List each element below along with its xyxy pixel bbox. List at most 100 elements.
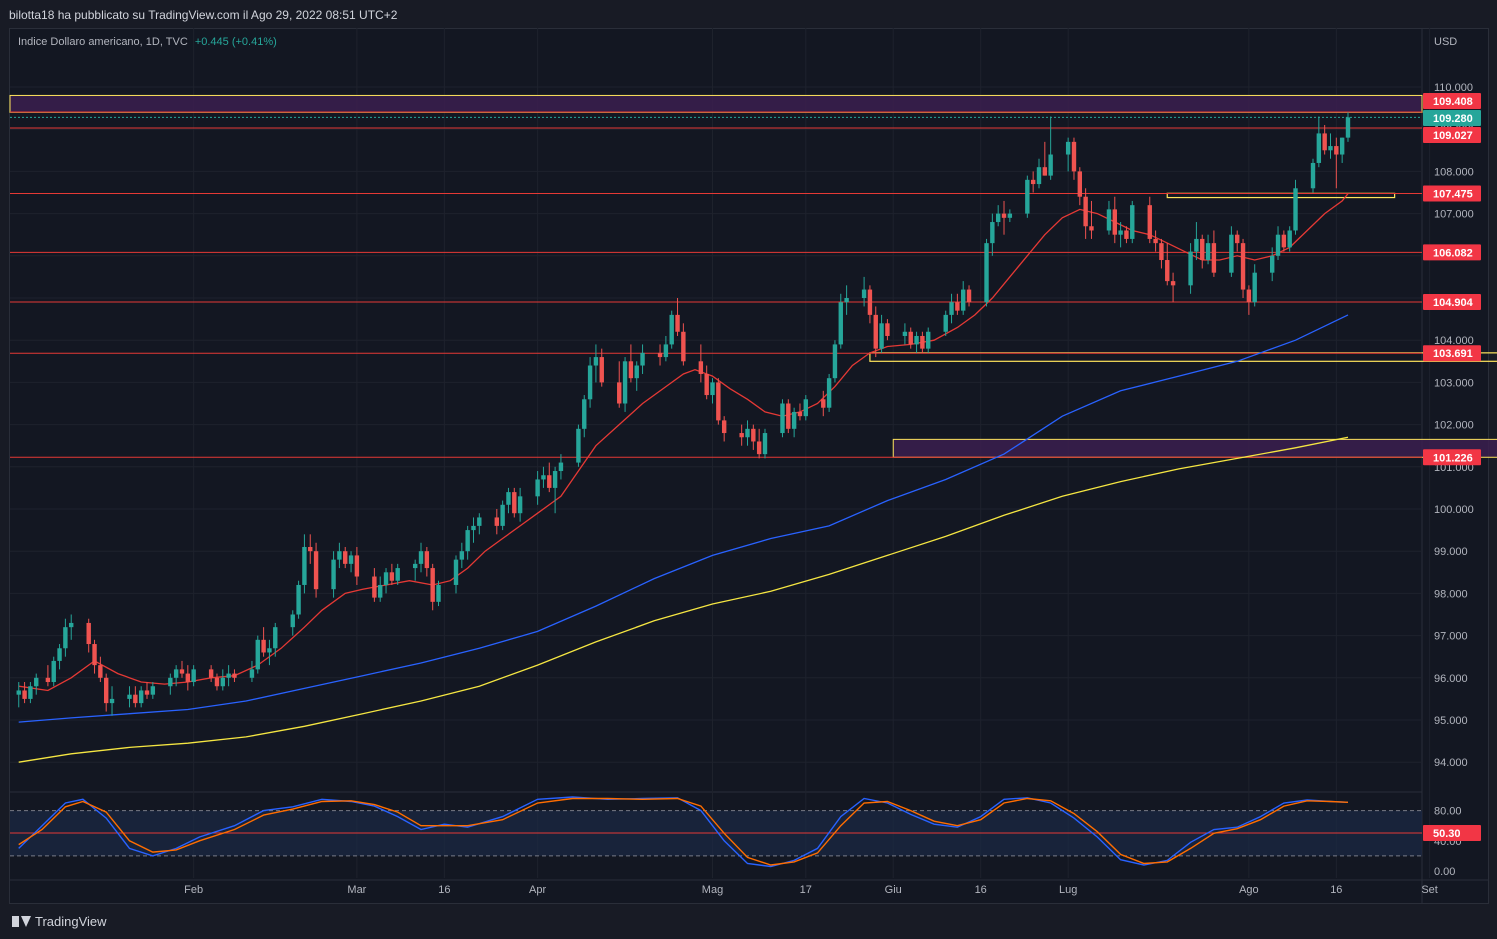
candle-body — [418, 551, 424, 564]
candle-body — [1328, 146, 1333, 151]
time-tick-label: 16 — [438, 884, 450, 896]
candle-body — [1071, 141, 1077, 172]
candle-body — [879, 323, 884, 349]
candle-body — [1124, 230, 1129, 239]
candle-body — [1170, 281, 1176, 286]
time-tick-label: 16 — [975, 884, 987, 896]
price-badge-label: 106.082 — [1433, 247, 1473, 259]
candle-body — [424, 551, 430, 569]
candle-body — [1188, 251, 1193, 286]
candle-body — [1194, 238, 1199, 252]
price-tick-label: 94.000 — [1434, 757, 1468, 769]
candle-body — [453, 559, 459, 585]
candle-body — [663, 344, 669, 358]
price-badge — [1423, 294, 1481, 311]
candle-body — [1334, 146, 1339, 155]
candle-body — [86, 622, 91, 645]
price-tick-label: 95.000 — [1434, 715, 1468, 727]
candle-body — [949, 302, 954, 315]
candle-body — [552, 471, 558, 488]
symbol-legend: Indice Dollaro americano, 1D, TVC +0.445… — [18, 36, 277, 48]
chart-frame[interactable] — [9, 28, 1489, 904]
candle-body — [762, 433, 768, 455]
time-tick-label: 17 — [800, 884, 812, 896]
candle-body — [1025, 179, 1030, 214]
candle-body — [290, 614, 295, 628]
tradingview-brand[interactable]: TradingView — [12, 914, 107, 929]
price-tick-label: 103.000 — [1434, 377, 1474, 389]
candle-body — [1042, 167, 1048, 176]
brand-label: TradingView — [35, 914, 107, 929]
candle-body — [214, 677, 220, 687]
candle-body — [22, 690, 27, 699]
candle-body — [395, 568, 400, 581]
candle-body — [908, 331, 913, 345]
candle-body — [582, 399, 587, 429]
candle-body — [1229, 234, 1234, 273]
price-tick-label: 96.000 — [1434, 673, 1468, 685]
candle-body — [383, 572, 389, 585]
price-tick-label: 108.000 — [1434, 166, 1474, 178]
candle-body — [220, 677, 225, 687]
candle-body — [1089, 226, 1094, 231]
candle-body — [821, 399, 826, 408]
candle-body — [459, 551, 465, 560]
candle-body — [1345, 117, 1351, 138]
price-badge-label: 50.30 — [1433, 828, 1461, 840]
candle-body — [477, 517, 482, 526]
candle-body — [984, 243, 989, 303]
time-tick-label: Ago — [1239, 884, 1259, 896]
resistance-zone — [9, 94, 1423, 113]
candle-body — [681, 331, 686, 362]
candle-body — [57, 648, 62, 661]
price-tick-label: 110.000 — [1434, 82, 1473, 94]
candle-body — [191, 669, 196, 683]
candle-body — [634, 365, 639, 379]
candle-body — [547, 475, 552, 488]
candle-body — [512, 492, 517, 514]
candle-body — [1275, 234, 1281, 256]
price-badge-label: 104.904 — [1433, 297, 1474, 309]
candle-body — [436, 584, 441, 602]
candle-body — [861, 289, 867, 298]
candle-body — [1112, 209, 1117, 235]
candle-body — [1339, 137, 1345, 155]
oscillator-tick-label: 0.00 — [1434, 866, 1455, 878]
price-badge — [1423, 449, 1481, 466]
candle-body — [961, 289, 966, 311]
candle-body — [780, 403, 785, 434]
candle-body — [1281, 234, 1287, 248]
price-badge-label: 107.475 — [1433, 189, 1473, 201]
candle-body — [354, 555, 360, 577]
candle-body — [535, 479, 540, 497]
candle-body — [127, 694, 132, 699]
candle-body — [1235, 234, 1240, 244]
candle-body — [873, 314, 878, 349]
candle-body — [261, 639, 266, 653]
candle-body — [430, 568, 435, 602]
price-badge — [1423, 244, 1481, 261]
candle-body — [1322, 133, 1327, 151]
price-badge-label: 109.408 — [1433, 96, 1473, 108]
candle-body — [389, 572, 395, 581]
candle-body — [1083, 196, 1088, 227]
price-tick-label: 98.000 — [1434, 588, 1468, 600]
price-tick-label: 104.000 — [1434, 335, 1474, 347]
candle-body — [710, 382, 715, 396]
time-tick-label: 16 — [1330, 884, 1342, 896]
candle-body — [103, 677, 109, 704]
candle-body — [109, 698, 115, 704]
candle-body — [16, 690, 21, 695]
candle-body — [844, 298, 849, 303]
candle-body — [273, 627, 278, 649]
candle-body — [920, 335, 925, 349]
price-tick-label: 107.000 — [1434, 209, 1474, 221]
price-badge — [1423, 825, 1481, 842]
oscillator-tick-label: 80.00 — [1434, 806, 1462, 818]
price-badge-label: 109.280 — [1433, 113, 1473, 125]
candle-body — [739, 433, 744, 438]
candle-body — [226, 673, 231, 678]
candle-body — [622, 361, 628, 404]
sma-long-line — [18, 436, 1349, 763]
